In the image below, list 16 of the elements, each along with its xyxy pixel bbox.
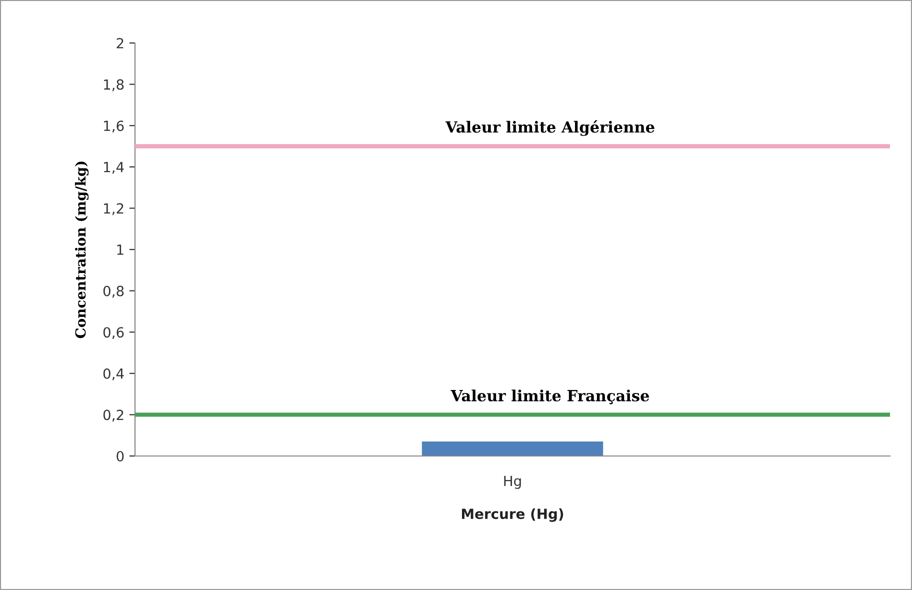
y-tick-label: 1,6: [104, 120, 124, 132]
x-axis-title: Mercure (Hg): [462, 508, 564, 522]
y-tick-label: 1: [117, 244, 124, 255]
y-tick-label: 0,8: [103, 286, 124, 298]
y-tick-label: 0,6: [103, 327, 124, 339]
y-tick-label: 1,8: [104, 79, 124, 92]
y-tick-label: 2: [116, 38, 124, 48]
x-tick-label: Hg: [504, 476, 521, 489]
y-tick-label: 1,2: [104, 203, 124, 216]
y-tick-label: 0,2: [103, 410, 124, 422]
ref-line-label: Valeur limite Algérienne: [445, 120, 654, 136]
y-tick-label: 0,4: [103, 368, 124, 380]
y-tick-label: 0: [116, 450, 124, 462]
y-axis-title: Concentration (mg/kg): [74, 162, 89, 338]
y-tick-label: 1,4: [104, 162, 124, 174]
ref-line-label: Valeur limite Française: [450, 390, 650, 404]
